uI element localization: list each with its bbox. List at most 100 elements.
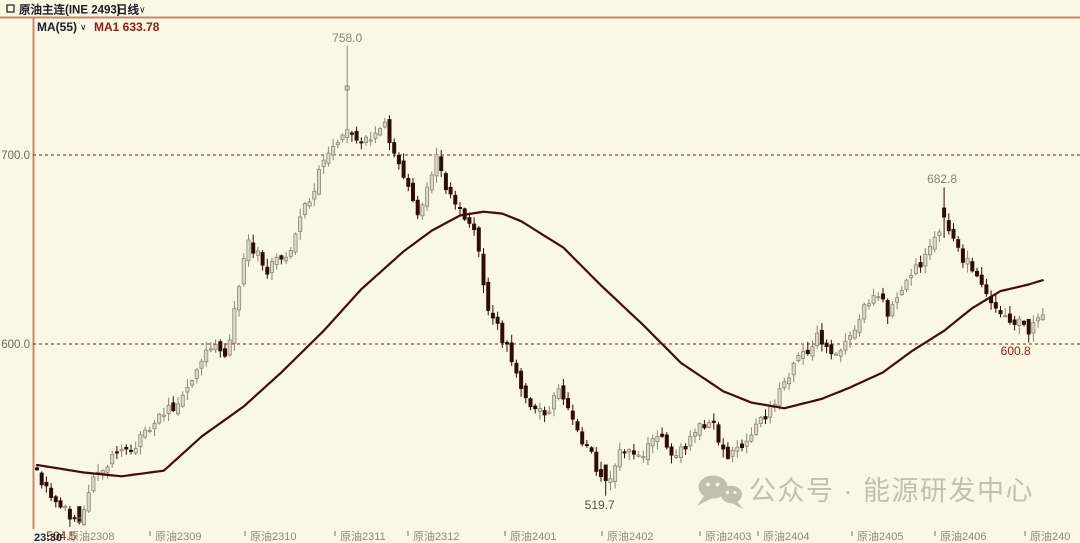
- x-axis-label: 原油2310: [250, 529, 296, 543]
- candle-body: [1031, 322, 1036, 334]
- candle-body: [946, 220, 951, 232]
- candle-body: [970, 261, 975, 272]
- ma-indicator-label[interactable]: MA(55): [37, 20, 77, 34]
- candle-body: [975, 270, 980, 277]
- y-axis-labels: 700.0 600.0: [1, 150, 30, 351]
- candle-body: [829, 344, 834, 355]
- candle-body: [603, 464, 608, 481]
- candle-body: [293, 233, 298, 253]
- candle-body: [711, 420, 716, 423]
- indicator-row: MA(55) ∨ MA1 633.78: [37, 20, 160, 34]
- candle-body: [725, 446, 730, 459]
- candle-body: [890, 304, 895, 317]
- candle-body: [617, 449, 622, 468]
- candle-body: [387, 119, 392, 144]
- x-axis-label: 原油2311: [340, 529, 386, 543]
- candle-body: [467, 217, 472, 224]
- ma55-line: [35, 210, 1044, 478]
- candle-body: [909, 274, 914, 279]
- candle-body: [312, 190, 317, 200]
- candle-body: [960, 248, 965, 263]
- candle-body: [77, 506, 82, 523]
- candle-body: [796, 355, 801, 362]
- candle-body: [316, 169, 321, 195]
- candle-body: [589, 447, 594, 452]
- candle-body: [378, 128, 383, 136]
- candle-body: [237, 286, 242, 311]
- candle-body: [1007, 313, 1012, 323]
- period-selector[interactable]: 日线: [116, 3, 139, 17]
- candle-body: [641, 456, 646, 459]
- candle-body: [133, 448, 138, 454]
- candle-body: [222, 348, 227, 357]
- candle-body: [321, 159, 326, 167]
- candle-body: [213, 344, 218, 351]
- candle-body: [951, 228, 956, 239]
- x-axis-label: 原油2405: [857, 529, 903, 543]
- candle-body: [683, 446, 688, 450]
- candle-body: [688, 435, 693, 447]
- price-annotation: 504.5: [46, 529, 76, 543]
- candle-body: [801, 351, 806, 359]
- chevron-down-icon[interactable]: ∨: [80, 22, 87, 32]
- window-restore-icon[interactable]: [6, 4, 15, 13]
- candle-body: [566, 398, 571, 409]
- candle-body: [885, 300, 890, 317]
- candle-body: [392, 142, 397, 154]
- candle-body: [744, 440, 749, 447]
- candle-body: [443, 173, 448, 191]
- candle-body: [255, 250, 260, 256]
- candle-body: [434, 154, 439, 177]
- candle-body: [702, 424, 707, 429]
- candle-body: [857, 319, 862, 333]
- x-axis-label: 原油2403: [705, 529, 751, 543]
- candle-body: [570, 410, 575, 420]
- candle-body: [777, 388, 782, 406]
- candle-body: [509, 342, 514, 363]
- grid-layer: [33, 154, 1080, 345]
- candle-body: [128, 449, 133, 452]
- candle-body: [580, 431, 585, 445]
- session-time-label: 23:30: [34, 532, 62, 543]
- candle-body: [721, 444, 726, 450]
- candle-body: [754, 423, 759, 435]
- candle-body: [204, 349, 209, 363]
- candle-body: [622, 451, 627, 454]
- candle-body: [819, 329, 824, 345]
- candle-body: [359, 141, 364, 144]
- candle-body: [669, 446, 674, 456]
- candle-body: [373, 132, 378, 139]
- candle-body: [636, 454, 641, 457]
- y-tick-label: 700.0: [1, 150, 30, 162]
- candle-body: [895, 297, 900, 303]
- chevron-down-icon[interactable]: ∨: [139, 5, 146, 15]
- candle-body: [72, 517, 77, 520]
- candle-body: [53, 496, 58, 503]
- candle-body: [660, 433, 665, 437]
- candle-body: [805, 349, 810, 355]
- candle-body: [82, 509, 87, 525]
- candle-body: [552, 395, 557, 410]
- candle-body: [114, 451, 119, 454]
- candle-body: [523, 385, 528, 399]
- candle-body: [834, 353, 839, 356]
- candle-body: [453, 194, 458, 205]
- candle-body: [594, 451, 599, 472]
- candle-body: [575, 421, 580, 431]
- x-axis-label: 原油2406: [940, 529, 986, 543]
- candle-body: [655, 436, 660, 442]
- candle-body: [810, 346, 815, 357]
- price-annotation: 519.7: [585, 498, 615, 512]
- annotation-marker: [76, 517, 82, 523]
- watermark-text: 公众号 · 能源研发中心: [749, 476, 1034, 506]
- candle-body: [302, 203, 307, 216]
- candles-layer: [35, 45, 1045, 527]
- candle-body: [152, 423, 157, 430]
- candle-body: [425, 186, 430, 207]
- candle-body: [349, 132, 354, 135]
- x-axis-label: 原油2402: [607, 529, 653, 543]
- candle-body: [194, 369, 199, 379]
- candle-body: [180, 394, 185, 407]
- candle-body: [429, 174, 434, 191]
